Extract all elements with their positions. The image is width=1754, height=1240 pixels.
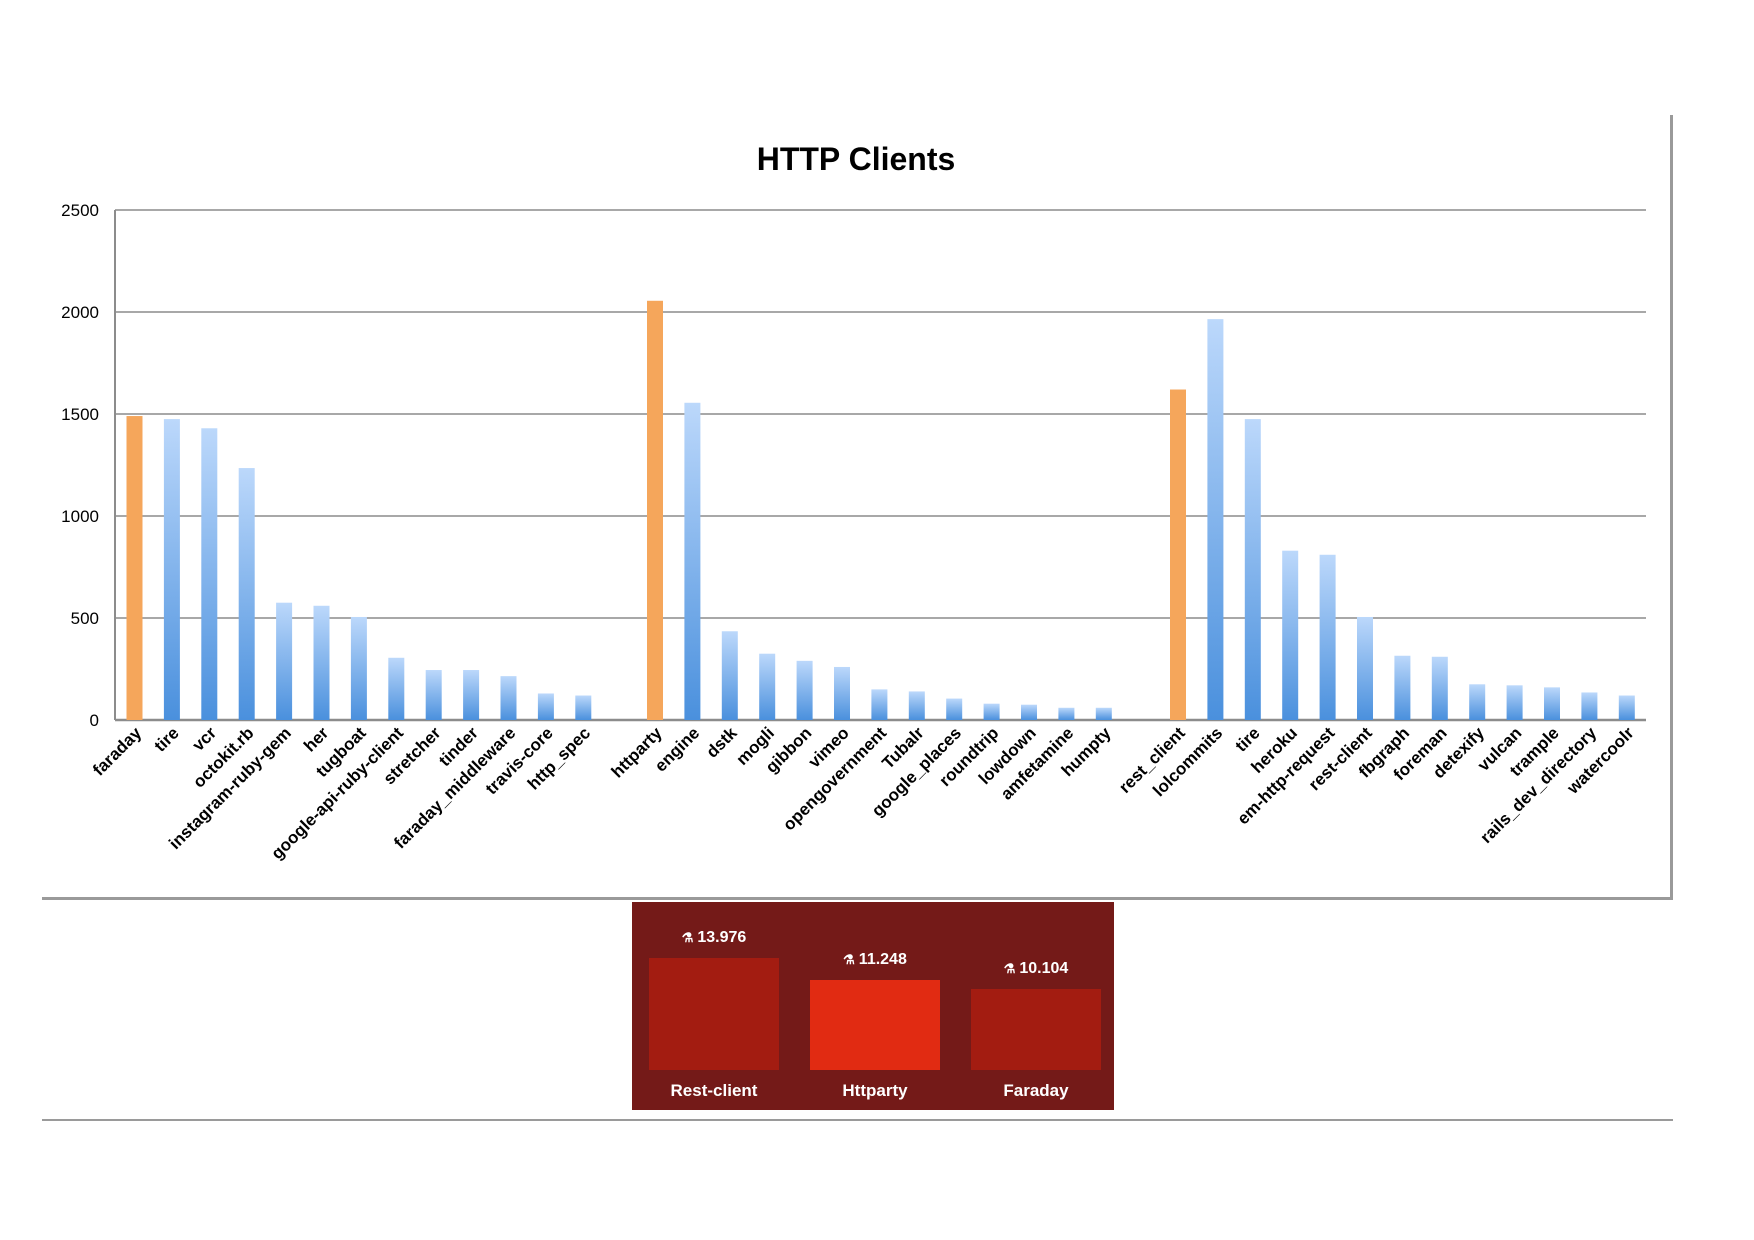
benchmark-value-text: 11.248	[858, 950, 907, 968]
benchmark-value-label: ⚗ 10.104	[971, 960, 1101, 978]
x-tick-label: tire	[151, 723, 183, 755]
y-tick-label: 2500	[61, 201, 99, 220]
chart-frame-right-border	[1670, 115, 1673, 900]
bar-amfetamine	[1058, 707, 1075, 720]
benchmark-bar-rest-client	[649, 958, 779, 1070]
bar-fbgraph	[1394, 655, 1411, 720]
x-tick-label: httparty	[608, 723, 667, 782]
bar-google-places	[946, 698, 963, 720]
y-tick-label: 2000	[61, 303, 99, 322]
benchmark-panel: ⚗ 13.976 Rest-client ⚗ 11.248 Httparty ⚗ 10.104…	[632, 902, 1114, 1110]
bar-dstk	[721, 631, 738, 720]
bar-faraday-middleware	[500, 676, 517, 720]
bar-detexify	[1469, 684, 1486, 720]
y-tick-label: 1500	[61, 405, 99, 424]
y-axis-ticks: 0 500 1000 1500 2000 2500	[61, 201, 99, 730]
bar-tire	[163, 419, 180, 720]
bar-rails-dev-directory	[1581, 692, 1598, 720]
bar-tire	[1244, 419, 1261, 720]
benchmark-value-label: ⚗ 13.976	[649, 929, 779, 947]
bar-rest-client	[1357, 616, 1373, 720]
page-bottom-divider	[42, 1119, 1673, 1121]
bar-instagram-ruby-gem	[276, 602, 293, 720]
bar-trample	[1544, 687, 1560, 720]
bar-tinder	[463, 670, 480, 720]
bar-gibbon	[796, 660, 813, 720]
y-tick-label: 500	[71, 609, 99, 628]
flask-icon: ⚗	[681, 930, 694, 945]
benchmark-name-label: Rest-client	[670, 1081, 758, 1100]
benchmark-bar-httparty	[810, 979, 940, 1070]
bar-vcr	[201, 428, 218, 720]
x-tick-label: vcr	[189, 723, 221, 755]
bar-opengovernment	[871, 689, 888, 720]
chart-gridlines	[114, 209, 1646, 722]
bar-stretcher	[425, 670, 442, 720]
bar-travis-core	[537, 693, 554, 720]
x-axis-labels: faraday tire vcroctokit.rbinstagram-ruby-g…	[89, 723, 1638, 863]
bar-her	[313, 605, 330, 720]
benchmark-bar-faraday	[971, 989, 1101, 1070]
bar-mogli	[759, 653, 776, 720]
bar-tubalr	[908, 691, 925, 720]
bar-lolcommits	[1207, 319, 1224, 720]
bar-em-http-request	[1319, 554, 1336, 720]
y-tick-label: 0	[90, 711, 99, 730]
flask-icon: ⚗	[843, 951, 855, 967]
bar-google-api-ruby-client	[388, 657, 405, 720]
y-tick-label: 1000	[61, 507, 99, 526]
x-tick-label: tire	[1231, 723, 1263, 755]
bar-http-spec	[575, 695, 592, 720]
benchmark-value-text: 10.104	[1019, 960, 1069, 978]
bar-httparty	[647, 300, 663, 720]
bar-humpty	[1095, 707, 1112, 720]
bar-rest-client	[1170, 389, 1186, 720]
chart-frame-bottom-border	[42, 897, 1673, 900]
bar-vulcan	[1506, 685, 1523, 720]
bar-vimeo	[834, 666, 850, 720]
bar-foreman	[1431, 656, 1448, 720]
bar-octokit-rb	[238, 468, 255, 720]
bar-roundtrip	[983, 703, 1000, 720]
bar-watercoolr	[1618, 695, 1635, 720]
benchmark-value-text: 13.976	[697, 929, 747, 946]
bar-faraday	[126, 416, 143, 720]
bar-heroku	[1282, 550, 1299, 720]
bar-lowdown	[1021, 704, 1037, 720]
bar-tugboat	[350, 616, 367, 720]
flask-icon: ⚗	[1003, 961, 1016, 977]
benchmark-value-label: ⚗ 11.248	[810, 951, 940, 969]
chart-bars	[126, 300, 1635, 720]
bar-engine	[684, 402, 701, 720]
benchmark-name-label: Httparty	[842, 1081, 908, 1100]
chart-title: HTTP Clients	[757, 141, 956, 177]
benchmark-name-label: Faraday	[1003, 1081, 1069, 1100]
x-tick-label: faraday	[89, 723, 146, 780]
